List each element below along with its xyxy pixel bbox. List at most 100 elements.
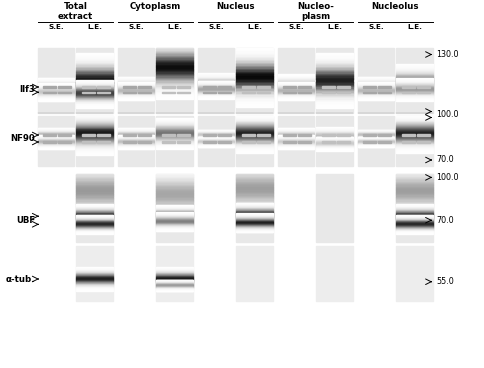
Bar [76,197,113,198]
Bar [76,139,113,140]
Bar [236,195,272,197]
Bar [236,222,272,223]
Bar [76,102,113,103]
Bar [396,221,432,222]
Bar [236,66,272,67]
Bar [76,118,113,119]
Bar [236,88,272,89]
Bar [76,141,113,142]
Bar [396,92,432,93]
Bar [236,229,272,230]
Bar [396,181,432,183]
Bar [76,123,113,124]
Bar [236,214,272,215]
Bar [236,187,272,188]
Bar [76,233,113,234]
Bar [236,221,272,222]
Bar [236,74,272,76]
Bar [156,214,193,216]
Bar [396,78,432,79]
Bar [96,141,109,142]
Bar [218,134,230,135]
Bar [38,83,75,84]
Bar [378,141,390,142]
Bar [236,61,272,63]
Bar [156,98,193,99]
Bar [316,129,352,130]
Bar [38,84,75,85]
Bar [236,132,272,134]
Bar [316,141,352,142]
Bar [76,72,113,74]
Bar [38,90,75,91]
Bar [316,104,352,105]
Bar [118,93,154,94]
Bar [396,149,432,150]
Bar [203,141,216,142]
Bar [277,83,314,84]
Bar [277,80,314,81]
Bar [236,217,272,218]
Bar [396,197,432,198]
Bar [156,130,193,131]
Bar [236,227,272,228]
Bar [236,218,272,220]
Bar [156,52,193,53]
Bar [76,213,113,214]
Text: 130.0: 130.0 [435,50,457,59]
Bar [236,213,272,214]
Bar [236,215,272,216]
Bar [236,51,272,52]
Bar [156,181,193,182]
Bar [416,86,429,88]
Bar [396,125,432,126]
Bar [396,118,432,119]
Bar [396,223,432,224]
Bar [118,80,154,81]
Bar [396,81,432,82]
Bar [156,223,193,224]
Bar [156,216,193,217]
Bar [396,72,432,73]
Bar [156,205,193,206]
Bar [156,88,193,89]
Bar [316,138,352,139]
Bar [357,92,393,93]
Bar [156,96,193,97]
Bar [76,80,113,81]
Bar [236,144,272,145]
Bar [396,70,432,71]
Bar [396,80,432,81]
Bar [416,141,429,142]
Bar [396,230,432,231]
Bar [236,216,272,217]
Bar [236,212,272,213]
Bar [236,225,272,226]
Bar [197,89,234,90]
Bar [396,91,432,92]
Bar [236,204,272,206]
Bar [82,86,94,88]
Bar [197,88,234,89]
Bar [156,213,193,214]
Bar [357,87,393,88]
Bar [236,98,272,99]
Bar [316,116,352,166]
Bar [76,83,113,85]
Bar [76,89,113,90]
Bar [76,229,113,230]
Bar [396,96,432,97]
Bar [197,83,234,84]
Bar [156,67,193,68]
Bar [76,117,113,118]
Bar [76,147,113,148]
Bar [156,83,193,84]
Bar [156,70,193,71]
Bar [396,82,432,83]
Bar [76,184,113,186]
Bar [396,98,432,99]
Bar [316,139,352,140]
Bar [118,82,154,83]
Bar [76,119,113,120]
Bar [197,96,234,97]
